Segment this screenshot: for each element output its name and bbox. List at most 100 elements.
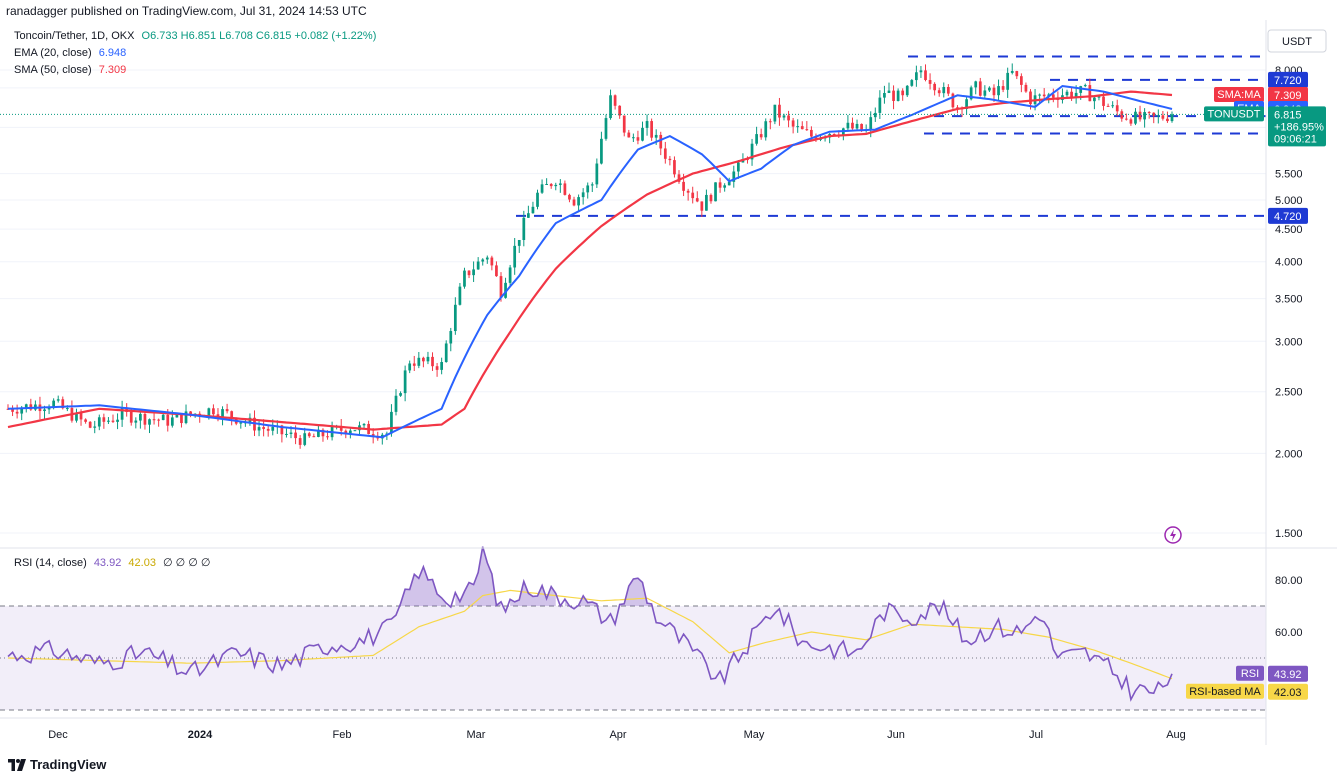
candle [796,119,800,133]
rsi-legend-label: RSI (14, close) [14,557,87,569]
candle [1170,111,1174,123]
candle [782,113,786,121]
level-price-badge: 4.720 [1268,207,1308,224]
candle [148,418,151,434]
candle [1147,111,1151,119]
ema-legend: EMA (20, close) 6.948 [14,47,126,59]
candle [951,92,955,109]
candle [915,65,918,87]
ema-20-line [7,84,1173,439]
candle [1138,105,1142,122]
candle [896,88,900,102]
candle [1115,99,1119,116]
candle [540,179,544,194]
rsi-tag: RSI [1236,665,1264,681]
sma-legend: SMA (50, close) 7.309 [14,64,126,76]
candle [978,77,982,97]
candle [449,327,453,352]
candle [937,87,941,97]
currency-button[interactable]: USDT [1267,29,1327,53]
candle [883,85,886,104]
candle [924,64,927,82]
candle [622,115,626,137]
candle [718,177,722,193]
svg-text:USDT: USDT [1282,36,1312,48]
candle [536,189,539,210]
candle [399,391,402,397]
candle [1083,83,1087,88]
rsi-ma-tag: RSI-based MA [1186,683,1264,699]
candle [828,133,832,144]
candle [513,238,517,275]
rsi-value-badge: 43.92 [1268,665,1308,682]
candle [864,124,868,133]
candle [1061,88,1064,104]
candle [905,85,909,97]
candle [568,193,571,203]
svg-text:7.720: 7.720 [1274,75,1302,87]
tradingview-logo-icon [8,758,26,771]
candle [180,413,183,428]
candle [558,179,562,193]
grid [0,69,1266,534]
candle [572,196,576,207]
candle [887,82,891,94]
candle [873,107,877,122]
svg-text:+186.95%: +186.95% [1274,121,1324,133]
candle [1120,109,1124,122]
candle [933,82,936,96]
candle [1161,111,1165,121]
rsi-tick-label: 60.00 [1275,627,1303,639]
candle [677,170,681,184]
price-tick-label: 3.000 [1275,336,1303,348]
candle [636,130,640,145]
candle [458,283,462,306]
rsi-legend-value: 43.92 [93,557,122,569]
candle [1042,88,1046,100]
candle [791,117,795,134]
candle [111,414,115,423]
candle [422,356,425,368]
candle [969,85,973,101]
candle [787,110,790,128]
candle [29,398,33,411]
candle [1129,117,1133,126]
svg-text:SMA:MA: SMA:MA [1217,89,1261,101]
candle [107,417,110,424]
sma-tag: SMA:MA [1214,86,1264,102]
candle [554,182,558,191]
candle [855,119,859,131]
candle [736,159,740,179]
time-tick-label: Jun [887,729,905,741]
symbol-title: Toncoin/Tether, 1D, OKX [14,30,135,42]
candle [563,180,567,196]
time-tick-label: Mar [467,729,486,741]
candle [805,121,809,131]
candle [262,419,265,437]
candle [1152,112,1156,124]
candle [11,405,14,417]
rsi-pane [0,546,1266,711]
candle [1010,63,1014,75]
candle [88,421,92,429]
time-tick-label: Apr [609,729,626,741]
rsi-ma-legend-value: 42.03 [128,557,156,569]
candle [841,127,845,141]
candle [129,409,133,426]
candle [695,191,699,203]
candle [97,414,101,431]
rsi-line [7,546,1173,702]
rsi-tick-label: 80.00 [1275,575,1303,587]
candle [800,121,804,130]
candle [412,355,416,372]
candle [928,73,932,90]
candle [764,118,768,141]
candle [102,413,106,429]
alert-lightning-icon[interactable] [1164,526,1182,544]
time-tick-label: Feb [333,729,352,741]
tradingview-footer[interactable]: TradingView [8,757,106,772]
candle [408,360,412,374]
candle [901,88,905,101]
rsi-overbought-fill [400,546,944,606]
